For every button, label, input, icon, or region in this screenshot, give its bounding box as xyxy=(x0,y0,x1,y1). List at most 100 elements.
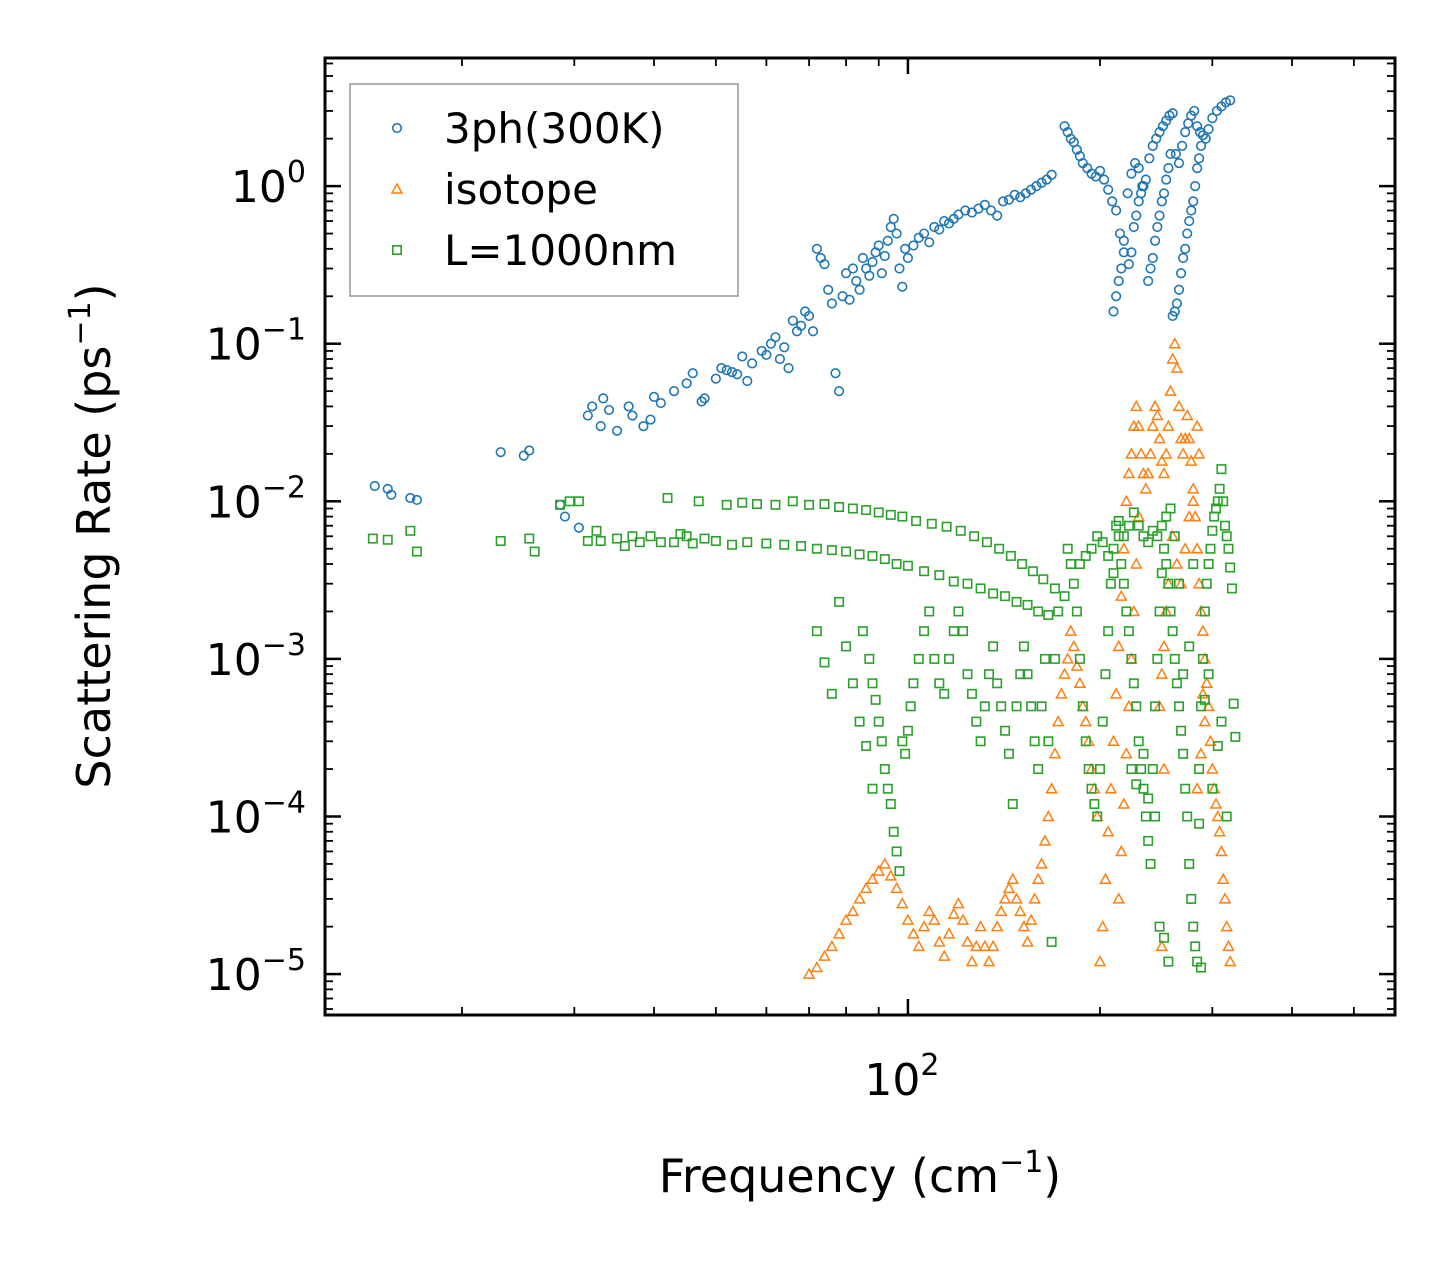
data-point xyxy=(1155,939,1169,952)
data-point xyxy=(1212,496,1223,507)
data-point xyxy=(803,310,815,322)
data-point xyxy=(1216,716,1227,727)
data-point xyxy=(1161,559,1172,570)
data-point xyxy=(1188,510,1202,522)
data-point xyxy=(770,499,781,510)
data-point xyxy=(971,716,982,727)
data-point xyxy=(1150,811,1161,822)
data-point xyxy=(1154,606,1165,617)
data-point xyxy=(934,678,945,689)
data-point xyxy=(1036,701,1047,712)
data-point xyxy=(1200,133,1211,144)
data-point xyxy=(1213,825,1226,837)
x-tick-label: 102 xyxy=(864,1048,939,1106)
data-point xyxy=(727,539,738,550)
data-point xyxy=(969,531,980,542)
data-point xyxy=(1018,641,1029,652)
data-point xyxy=(1211,809,1225,822)
data-point xyxy=(1017,920,1031,932)
data-point xyxy=(802,967,816,979)
data-point xyxy=(1116,263,1127,274)
data-point xyxy=(1007,799,1018,810)
data-point xyxy=(1171,298,1183,309)
data-point xyxy=(770,332,781,343)
data-point xyxy=(1073,676,1087,689)
data-point xyxy=(988,588,999,599)
data-point xyxy=(897,511,908,522)
data-point xyxy=(1116,559,1127,570)
data-point xyxy=(1118,235,1129,246)
data-point xyxy=(1163,163,1174,174)
data-point xyxy=(1186,494,1200,507)
data-point xyxy=(913,653,924,664)
data-point xyxy=(779,539,790,550)
data-point xyxy=(1096,920,1110,932)
data-point xyxy=(1128,221,1139,233)
data-point xyxy=(591,525,602,536)
data-point xyxy=(970,939,983,952)
data-point xyxy=(1005,550,1016,561)
data-point xyxy=(1107,734,1120,747)
data-point xyxy=(866,872,879,884)
data-point xyxy=(1188,196,1199,207)
data-point xyxy=(411,546,422,557)
data-point xyxy=(1115,844,1128,857)
data-point xyxy=(1223,543,1234,554)
data-point xyxy=(795,320,807,331)
data-point xyxy=(1055,687,1068,699)
data-point xyxy=(1058,667,1071,679)
data-point xyxy=(1070,659,1084,671)
data-point xyxy=(1168,337,1182,349)
data-point xyxy=(854,549,865,560)
data-point xyxy=(1099,174,1110,185)
data-point xyxy=(1147,252,1158,264)
data-point xyxy=(1010,892,1023,904)
data-point xyxy=(1180,783,1191,794)
data-point xyxy=(832,927,846,939)
data-point xyxy=(804,499,815,510)
data-point xyxy=(1039,653,1050,664)
data-point xyxy=(1108,306,1119,317)
data-point xyxy=(1164,384,1177,396)
x-axis-title-main: Frequency (cm xyxy=(659,1149,999,1203)
data-point xyxy=(861,505,872,516)
data-point xyxy=(1000,591,1011,602)
data-point xyxy=(994,904,1008,917)
data-point xyxy=(564,496,575,507)
data-point xyxy=(1079,715,1093,727)
data-point xyxy=(853,892,866,904)
data-point xyxy=(924,237,935,248)
data-point xyxy=(1003,748,1014,759)
data-point xyxy=(953,606,964,617)
data-point xyxy=(873,507,884,518)
data-point xyxy=(681,531,692,542)
data-point xyxy=(1122,188,1133,199)
data-point xyxy=(1108,568,1119,579)
data-point xyxy=(929,221,940,233)
data-point xyxy=(1215,844,1228,857)
data-point xyxy=(979,199,990,210)
data-point xyxy=(882,235,893,246)
data-point xyxy=(854,716,865,727)
data-point xyxy=(979,701,990,712)
data-point xyxy=(1146,419,1160,431)
data-point xyxy=(1131,779,1142,790)
data-point xyxy=(1042,809,1055,822)
data-point xyxy=(386,489,397,500)
data-point xyxy=(1123,626,1134,637)
data-point xyxy=(1163,956,1174,967)
data-point xyxy=(974,920,987,932)
data-point xyxy=(998,892,1012,904)
y-tick-label: 10−1 xyxy=(206,313,306,371)
data-point xyxy=(841,641,852,652)
data-point xyxy=(902,252,914,264)
data-point xyxy=(908,240,919,251)
data-point xyxy=(939,215,950,227)
data-point xyxy=(1100,669,1111,680)
data-point xyxy=(1186,205,1197,216)
data-point xyxy=(411,494,423,506)
data-point xyxy=(1178,669,1189,680)
plot-frame xyxy=(323,56,1397,1017)
data-point xyxy=(774,353,785,365)
data-point xyxy=(1132,419,1145,431)
